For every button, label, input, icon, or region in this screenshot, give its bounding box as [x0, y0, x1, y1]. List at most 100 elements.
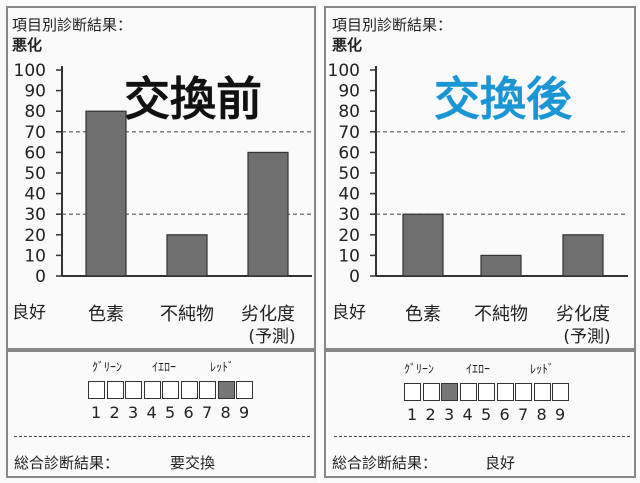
summary-box-before: [6, 350, 316, 478]
meter-cell: [180, 381, 198, 399]
y-tick-label: 90: [338, 82, 360, 102]
meter-number: 2: [109, 403, 120, 422]
bar: [85, 110, 127, 277]
y-tick-label: 10: [24, 246, 46, 266]
meter-zone-label: ｸﾞﾘｰﾝ: [404, 362, 435, 376]
meter-number: 4: [462, 405, 473, 424]
meter-after: ｸﾞﾘｰﾝ ｲｴﾛｰ ﾚｯﾄﾞ 1 2 3 4 5 6 7 8 9: [320, 0, 640, 483]
panel-after: 項目別診断結果： 悪化 交換後 0 10 20 30 40 50 60 70 80 90 100 色素…: [320, 0, 640, 483]
category-label: 色素: [405, 304, 441, 325]
category-label: 劣化度: [241, 304, 295, 325]
meter-cell: [496, 383, 514, 401]
y-tick-label: 60: [24, 143, 46, 163]
category-label: 不純物: [160, 304, 214, 325]
y-tick-label: 30: [24, 205, 46, 225]
result-label: 総合診断結果：: [332, 454, 438, 472]
bar: [247, 151, 289, 277]
meter-cell: [106, 381, 124, 399]
big-title-after: 交換後: [434, 72, 572, 126]
meter-cell: [404, 383, 421, 401]
category-label: 劣化度: [556, 304, 610, 325]
meter-number: 9: [555, 405, 566, 424]
y-top-label: 悪化: [332, 36, 363, 54]
bar: [402, 213, 444, 277]
y-tick-label: 100: [14, 61, 46, 81]
meter-cell: [125, 381, 142, 399]
y-tick-label: 100: [328, 61, 360, 81]
meter-number: 9: [239, 403, 250, 422]
y-tick-label: 30: [338, 205, 360, 225]
y-tick-label: 20: [24, 226, 46, 246]
y-tick-label: 70: [338, 123, 360, 143]
summary-divider: [334, 436, 630, 437]
meter-number: 7: [202, 403, 213, 422]
meter-number: 7: [518, 405, 529, 424]
meter-cell: [552, 383, 569, 401]
meter-number: 1: [407, 405, 418, 424]
meter-number: 3: [128, 403, 139, 422]
y-top-label: 悪化: [12, 36, 43, 54]
meter-number: 6: [499, 405, 510, 424]
result-label: 総合診断結果：: [14, 454, 120, 472]
meter-zone-label: ﾚｯﾄﾞ: [210, 360, 235, 374]
category-label: 色素: [88, 304, 124, 325]
y-tick-label: 80: [24, 102, 46, 122]
y-tick-label: 50: [338, 164, 360, 184]
meter-number: 5: [481, 405, 492, 424]
meter-before: ｸﾞﾘｰﾝ ｲｴﾛｰ ﾚｯﾄﾞ 1 2 3 4 5 6 7 8 9: [0, 0, 318, 483]
bar: [562, 234, 604, 277]
item-label: 項目別診断結果：: [332, 16, 453, 34]
meter-zone-label: ｲｴﾛｰ: [466, 362, 491, 376]
meter-cell: [459, 383, 477, 401]
good-label: 良好: [332, 303, 366, 323]
summary-divider: [14, 436, 310, 437]
meter-number: 4: [146, 403, 157, 422]
y-tick-label: 80: [338, 102, 360, 122]
y-tick-label: 0: [35, 267, 46, 287]
y-tick-label: 70: [24, 123, 46, 143]
y-tick-label: 90: [24, 82, 46, 102]
meter-cell: [217, 381, 235, 399]
category-sublabel: (予測): [248, 327, 295, 347]
meter-cell: [478, 383, 495, 401]
meter-cell: [143, 381, 161, 399]
result-value: 良好: [485, 454, 516, 472]
bar: [166, 234, 208, 277]
meter-zone-label: ﾚｯﾄﾞ: [530, 362, 555, 376]
meter-number: 8: [220, 403, 231, 422]
meter-cell: [236, 381, 253, 399]
meter-cell: [199, 381, 216, 399]
item-label: 項目別診断結果：: [12, 16, 133, 34]
meter-number: 8: [536, 405, 547, 424]
meter-number: 3: [444, 405, 455, 424]
chart-box-before: [6, 6, 316, 350]
y-tick-label: 20: [338, 226, 360, 246]
y-tick-label: 40: [24, 185, 46, 205]
meter-zone-label: ｲｴﾛｰ: [152, 360, 177, 374]
meter-cell: [441, 383, 458, 401]
panel-before: 項目別診断結果： 悪化 交換前 0 10 20 30 40 50 60 70 80 90 100 色素…: [0, 0, 318, 483]
meter-number: 6: [183, 403, 194, 422]
meter-cell: [162, 381, 179, 399]
category-sublabel: (予測): [563, 327, 610, 347]
meter-number: 2: [425, 405, 436, 424]
y-tick-label: 50: [24, 164, 46, 184]
bar: [480, 254, 522, 277]
meter-cell: [533, 383, 551, 401]
meter-cell: [515, 383, 532, 401]
category-label: 不純物: [474, 304, 528, 325]
y-tick-label: 0: [349, 267, 360, 287]
y-tick-label: 40: [338, 185, 360, 205]
meter-cell: [422, 383, 440, 401]
meter-cell: [88, 381, 105, 399]
meter-zone-label: ｸﾞﾘｰﾝ: [92, 360, 123, 374]
good-label: 良好: [12, 303, 46, 323]
y-tick-label: 10: [338, 246, 360, 266]
big-title-before: 交換前: [124, 72, 262, 126]
meter-number: 1: [91, 403, 102, 422]
result-value: 要交換: [170, 454, 216, 472]
chart-box-after: [324, 6, 636, 350]
y-tick-label: 60: [338, 143, 360, 163]
